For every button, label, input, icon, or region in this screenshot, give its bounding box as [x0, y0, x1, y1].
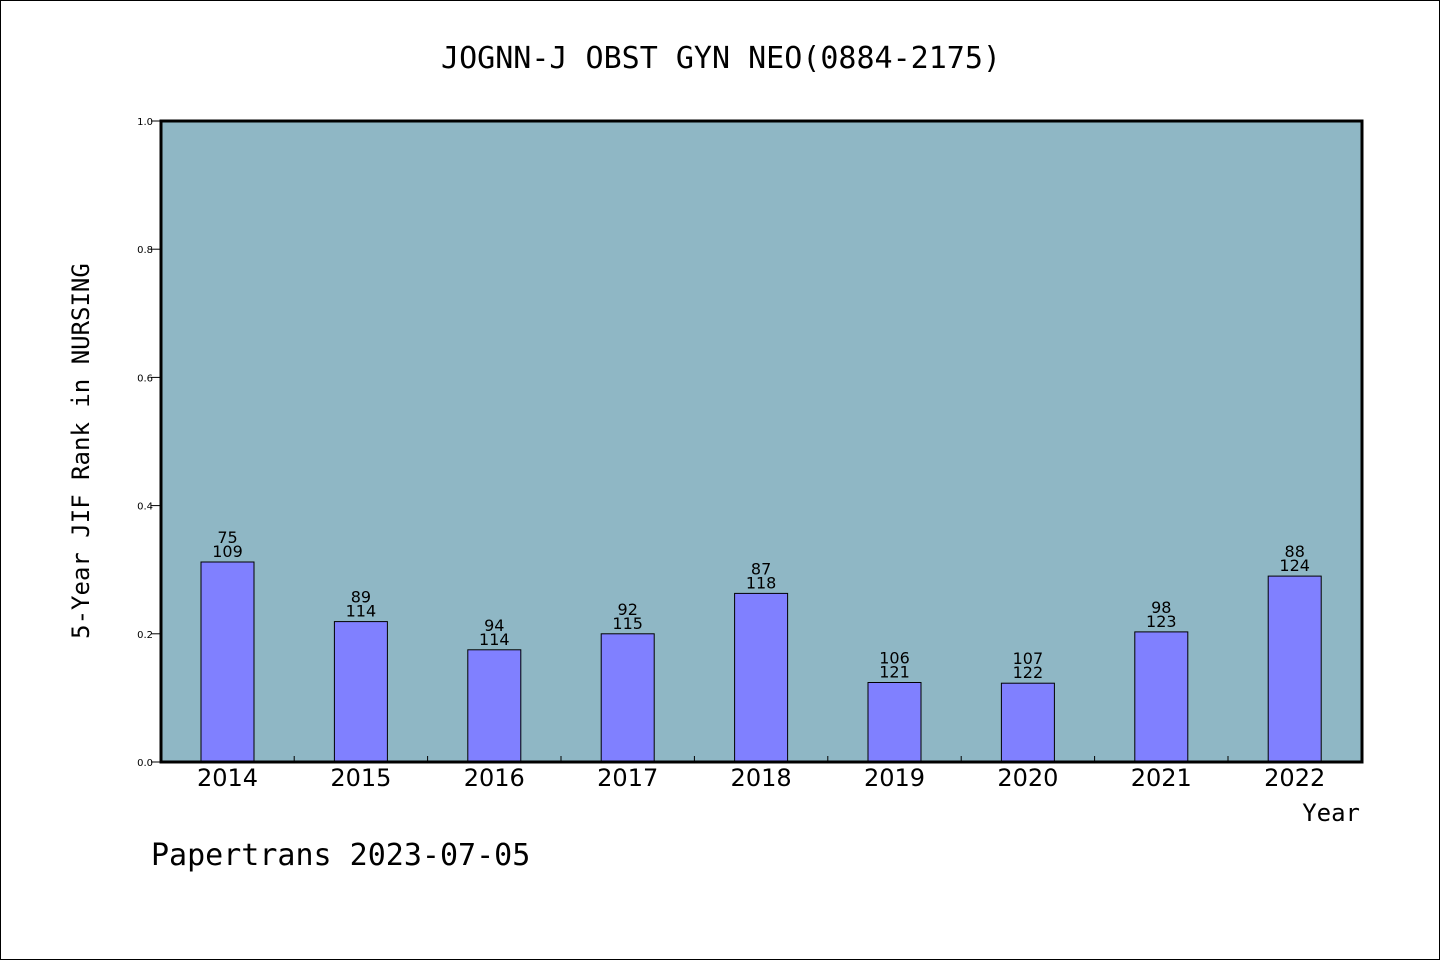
bar-rank-label-2014: 75 [217, 528, 237, 547]
bar-total-label-2018: 118 [746, 573, 777, 592]
bar-total-label-2016: 114 [479, 630, 510, 649]
y-tick-label: 1.0 [137, 117, 153, 128]
bar-rank-label-2018: 87 [751, 559, 771, 578]
bar-total-label-2014: 109 [212, 542, 243, 561]
bar-2020 [1000, 682, 1055, 763]
bar-rank-label-2016: 94 [484, 616, 504, 635]
bar-2016 [467, 649, 522, 763]
x-tick-label-2014: 2014 [197, 764, 258, 792]
bar-rank-label-2021: 98 [1151, 598, 1171, 617]
bar-2015 [333, 621, 388, 763]
x-tick-label-2021: 2021 [1131, 764, 1192, 792]
bar-total-label-2022: 124 [1279, 556, 1310, 575]
bar-rank-label-2015: 89 [351, 588, 371, 607]
x-axis-label: Year [1302, 799, 1360, 827]
y-tick-label: 0.2 [137, 630, 153, 641]
bar-2019 [867, 682, 922, 763]
footer-text: Papertrans 2023-07-05 [151, 838, 530, 873]
bar-rank-label-2017: 92 [618, 600, 638, 619]
y-axis-label: 5-Year JIF Rank in NURSING [67, 263, 95, 639]
bar-2018 [734, 592, 789, 763]
bars-layer [200, 561, 1322, 763]
chart-title: JOGNN-J OBST GYN NEO(0884-2175) [441, 41, 1001, 76]
bar-total-label-2017: 115 [612, 614, 643, 633]
bar-labels-layer: 7510989114941149211587118106121107122981… [212, 528, 1310, 682]
x-axis-ticks: 2014 2015 2016 2017 2018 2019 2020 2021 2022 [197, 756, 1325, 792]
y-tick-label: 0.8 [137, 245, 153, 256]
x-tick-label-2018: 2018 [731, 764, 792, 792]
y-tick-label: 0.6 [137, 373, 153, 384]
bar-total-label-2021: 123 [1146, 612, 1177, 631]
bar-rank-label-2022: 88 [1285, 542, 1305, 561]
bar-total-label-2019: 121 [879, 663, 910, 682]
x-tick-label-2016: 2016 [464, 764, 525, 792]
bar-rank-label-2019: 106 [879, 649, 910, 668]
bar-2014 [200, 561, 255, 763]
x-tick-label-2017: 2017 [597, 764, 658, 792]
bar-rank-label-2020: 107 [1013, 649, 1044, 668]
bar-2017 [600, 633, 655, 763]
plot-frame [159, 119, 1364, 764]
y-axis-ticks: 0.0 0.2 0.4 0.6 0.8 1.0 [137, 117, 161, 769]
bar-2021 [1134, 631, 1189, 763]
x-tick-label-2022: 2022 [1264, 764, 1325, 792]
y-tick-label: 0.4 [137, 502, 153, 513]
y-tick-label: 0.0 [137, 758, 153, 769]
x-tick-label-2019: 2019 [864, 764, 925, 792]
bar-total-label-2020: 122 [1013, 663, 1044, 682]
bar-total-label-2015: 114 [346, 602, 377, 621]
x-tick-label-2020: 2020 [997, 764, 1058, 792]
bar-2022 [1267, 575, 1322, 763]
x-tick-label-2015: 2015 [330, 764, 391, 792]
